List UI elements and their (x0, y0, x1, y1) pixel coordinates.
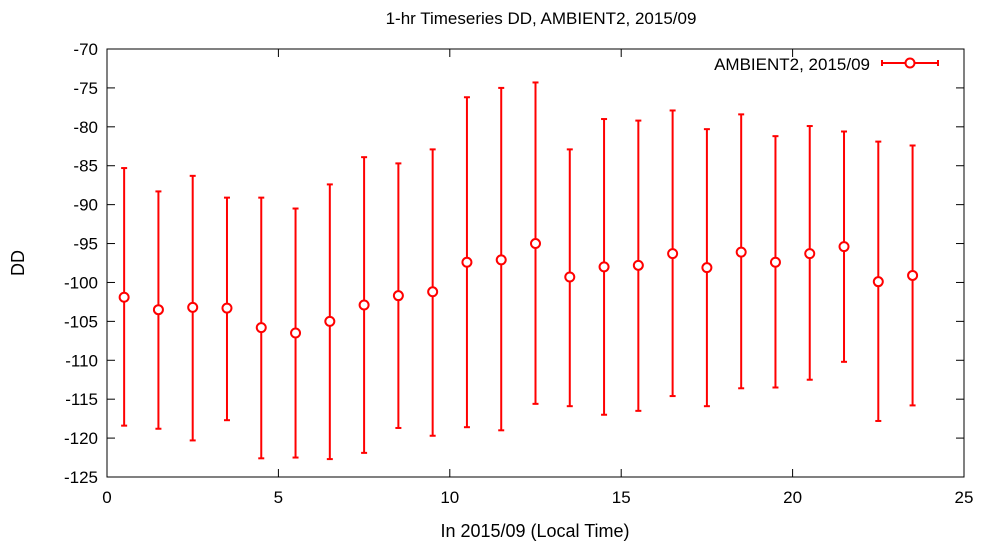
data-point (118, 167, 130, 427)
point-marker (221, 302, 233, 314)
y-axis: -70 -75 -80 -85 -90 -95 -100 -105 -110 -115 -120 -1… (64, 40, 964, 487)
data-point (187, 174, 199, 442)
point-marker (769, 256, 781, 268)
point-marker (907, 269, 919, 281)
x-tick-label: 15 (612, 488, 631, 507)
data-point (290, 207, 302, 459)
point-marker (152, 304, 164, 316)
y-tick-label: -110 (65, 351, 98, 370)
chart-title: 1-hr Timeseries DD, AMBIENT2, 2015/09 (386, 9, 697, 28)
point-marker (290, 327, 302, 339)
data-point (907, 144, 919, 407)
x-axis: 0 5 10 15 20 25 (102, 49, 973, 507)
legend-sample-marker (881, 57, 939, 69)
data-point (632, 119, 644, 412)
x-axis-label: In 2015/09 (Local Time) (440, 521, 629, 541)
data-point (530, 81, 541, 405)
y-tick-label: -95 (73, 235, 98, 254)
data-point (392, 162, 404, 429)
data-point (461, 96, 473, 429)
data-point (872, 140, 884, 422)
data-point (804, 125, 816, 381)
data-point (769, 135, 781, 389)
data-point (495, 86, 507, 432)
point-marker (495, 254, 507, 266)
x-tick-label: 5 (274, 488, 283, 507)
point-marker (392, 290, 404, 302)
point-marker (461, 256, 473, 268)
point-marker (735, 246, 747, 258)
y-axis-label: DD (8, 250, 28, 276)
point-marker (838, 241, 850, 253)
data-point (838, 130, 850, 363)
point-marker (632, 259, 644, 271)
y-tick-label: -105 (64, 312, 98, 331)
data-point (324, 183, 336, 461)
y-tick-label: -75 (73, 79, 98, 98)
y-tick-label: -80 (73, 118, 98, 137)
point-marker (667, 248, 679, 260)
legend: AMBIENT2, 2015/09 (714, 55, 939, 74)
data-point (667, 109, 679, 398)
legend-label: AMBIENT2, 2015/09 (714, 55, 870, 74)
y-tick-label: -70 (73, 40, 98, 59)
point-marker (872, 276, 884, 288)
plot-area-frame (106, 48, 965, 478)
x-tick-label: 0 (102, 488, 111, 507)
point-marker (427, 286, 439, 298)
point-marker (187, 301, 199, 313)
data-point (221, 196, 233, 422)
x-tick-label: 20 (783, 488, 802, 507)
y-tick-label: -90 (73, 196, 98, 215)
data-point (701, 128, 713, 408)
data-point (598, 118, 610, 416)
point-marker (118, 291, 130, 303)
point-marker (598, 261, 610, 273)
point-marker (255, 322, 267, 334)
y-tick-label: -125 (64, 468, 98, 487)
data-point (427, 148, 439, 437)
data-point (735, 113, 747, 390)
data-point (255, 196, 267, 460)
point-marker (530, 238, 541, 250)
series-error-bars (118, 81, 919, 461)
y-tick-label: -85 (73, 157, 98, 176)
point-marker (701, 262, 713, 274)
legend-marker (904, 57, 916, 69)
y-tick-label: -100 (64, 273, 98, 292)
data-point (152, 190, 164, 430)
y-tick-label: -120 (64, 429, 98, 448)
point-marker (804, 248, 816, 260)
data-point (358, 156, 370, 454)
x-tick-label: 25 (955, 488, 974, 507)
data-point (564, 148, 576, 408)
point-marker (324, 315, 336, 327)
point-marker (358, 299, 370, 311)
point-marker (564, 271, 576, 283)
x-tick-label: 10 (440, 488, 459, 507)
y-tick-label: -115 (65, 390, 98, 409)
